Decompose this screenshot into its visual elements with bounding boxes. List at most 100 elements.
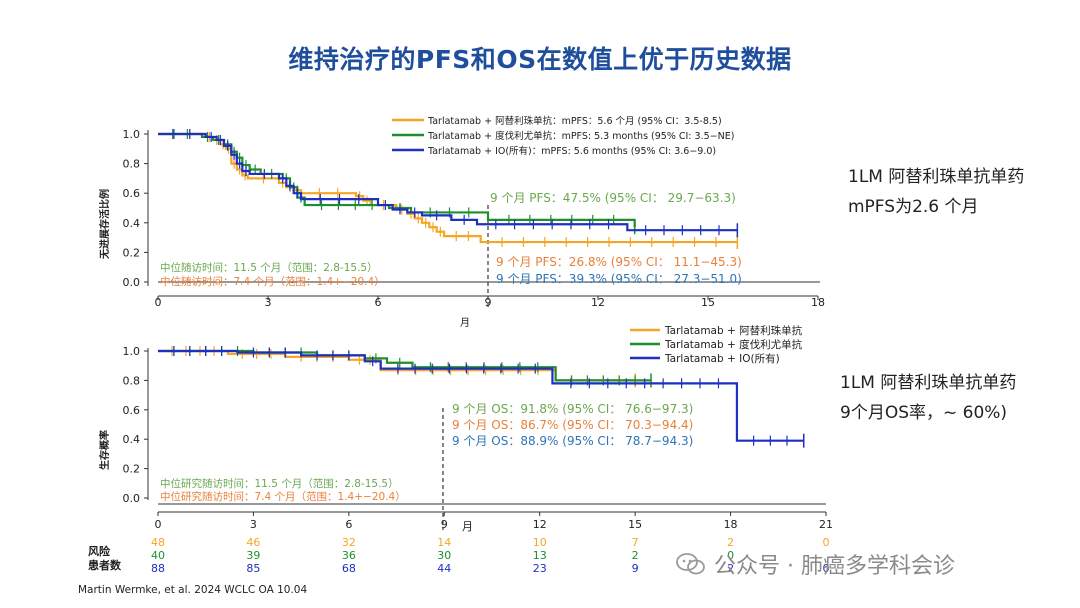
pfs-chart: 0 3 6 9 12 15 18 0.00.20.40.60.81.0 月 无进展存活比例 … (98, 115, 825, 329)
os-curves (158, 346, 805, 448)
os-chart: 0 3 6 9 12 15 18 21 0.0 0.2 0.4 0.6 0.8 1.0 月 生存概率 T… (98, 324, 833, 533)
note-pfs-line: 1LM 阿替利珠单抗单药 (848, 167, 1025, 187)
os-x-tick-label: 21 (819, 518, 833, 531)
pfs-x-tick-label: 12 (591, 296, 605, 309)
pfs-annotation-green: 9 个月 PFS：47.5% (95% CI： 29.7−63.3) (490, 191, 736, 205)
pfs-legend: Tarlatamab + 阿替利珠单抗：mPFS：5.6 个月 (95% CI：… (392, 115, 734, 157)
pfs-followup-green: 中位随访时间：11.5 个月（范围：2.8-15.5） (160, 261, 378, 274)
risk-cell: 13 (533, 549, 547, 562)
pfs-x-tick-label: 15 (701, 296, 715, 309)
os-x-tick-label: 9 (441, 518, 448, 531)
pfs-y-tick-label: 0.8 (123, 158, 141, 171)
pfs-y-tick-label: 0.0 (123, 276, 141, 289)
risk-cell: 44 (437, 562, 451, 575)
risk-cell: 0 (727, 549, 734, 562)
pfs-y-label: 无进展存活比例 (98, 189, 111, 260)
os-y-tick-label: 0.0 (123, 492, 141, 505)
os-y-tick-label: 0.2 (123, 463, 141, 476)
risk-cell: 2 (727, 562, 734, 575)
risk-cell: 32 (342, 536, 356, 549)
risk-cell: 7 (632, 536, 639, 549)
os-legend-item: Tarlatamab + 度伐利尤单抗 (664, 338, 803, 351)
note-pfs-line: mPFS为2.6 个月 (848, 197, 979, 217)
os-y-label: 生存概率 (98, 430, 111, 470)
page-title: 维持治疗的PFS和OS在数值上优于历史数据 (288, 45, 792, 74)
os-x-tick-label: 15 (628, 518, 642, 531)
risk-cell: 40 (151, 549, 165, 562)
risk-cell: 48 (151, 536, 165, 549)
pfs-legend-item: Tarlatamab + 度伐利尤单抗：mPFS: 5.3 months (95… (427, 130, 734, 142)
pfs-curves (158, 129, 739, 250)
os-x-ticks: 0 3 6 9 12 15 18 21 (155, 511, 833, 531)
risk-cell: 68 (342, 562, 356, 575)
os-x-label: 月 (462, 520, 473, 533)
os-y-ticks: 0.0 0.2 0.4 0.6 0.8 1.0 (123, 345, 148, 505)
pfs-annotation-blue: 9 个月 PFS：39.3% (95% CI： 27.3−51.0) (496, 272, 742, 286)
pfs-x-tick-label: 3 (265, 296, 272, 309)
os-followup-green: 中位研究随访时间：11.5 个月（范围：2.8-15.5） (160, 477, 399, 490)
os-y-tick-label: 0.4 (123, 433, 141, 446)
os-legend: Tarlatamab + 阿替利珠单抗 Tarlatamab + 度伐利尤单抗 … (630, 324, 803, 365)
os-y-tick-label: 0.6 (123, 404, 141, 417)
os-legend-item: Tarlatamab + IO(所有) (664, 352, 780, 365)
risk-cell: 2 (632, 549, 639, 562)
os-x-tick-label: 6 (345, 518, 352, 531)
os-axes (147, 348, 826, 505)
risk-cell: 85 (246, 562, 260, 575)
risk-label-1: 风险 (88, 545, 110, 558)
os-y-tick-label: 0.8 (123, 374, 141, 387)
pfs-x-tick-label: 0 (155, 296, 162, 309)
pfs-x-tick-label: 9 (485, 296, 492, 309)
os-followup-orange: 中位研究随访时间：7.4 个月（范围：1.4+−20.4） (160, 490, 406, 503)
pfs-y-tick-label: 0.6 (123, 187, 141, 200)
note-os-line: 9个月OS率，~ 60%) (840, 403, 1008, 423)
os-curve-green (158, 349, 652, 382)
os-x-tick-label: 3 (250, 518, 257, 531)
risk-cell: 10 (533, 536, 547, 549)
os-annotation-green: 9 个月 OS：91.8% (95% CI： 76.6−97.3) (452, 402, 693, 416)
os-x-tick-label: 18 (724, 518, 738, 531)
risk-cell: 2 (727, 536, 734, 549)
risk-cell: 46 (246, 536, 260, 549)
risk-cell: 23 (533, 562, 547, 575)
note-os: 1LM 阿替利珠单抗单药 9个月OS率，~ 60%) (840, 368, 1016, 428)
pfs-legend-item: Tarlatamab + IO(所有)：mPFS: 5.6 months (95… (427, 145, 716, 157)
pfs-y-tick-label: 0.4 (123, 217, 141, 230)
os-y-tick-label: 1.0 (123, 345, 141, 358)
note-os-line: 1LM 阿替利珠单抗单药 (840, 373, 1017, 393)
pfs-y-tick-label: 1.0 (123, 128, 141, 141)
pfs-axes (147, 130, 820, 286)
risk-cell: 14 (437, 536, 451, 549)
pfs-legend-item: Tarlatamab + 阿替利珠单抗：mPFS：5.6 个月 (95% CI：… (427, 115, 722, 127)
os-annotation-orange: 9 个月 OS：86.7% (95% CI： 70.3−94.4) (452, 418, 693, 432)
risk-label-2: 患者数 (88, 559, 121, 572)
os-x-tick-label: 0 (155, 518, 162, 531)
risk-cell: 0 (823, 536, 830, 549)
pfs-y-tick-label: 0.2 (123, 246, 141, 259)
os-annotation-blue: 9 个月 OS：88.9% (95% CI： 78.7−94.3) (452, 434, 693, 448)
os-x-tick-label: 12 (533, 518, 547, 531)
risk-cell: 39 (246, 549, 260, 562)
risk-table: 48 46 32 14 10 7 2 040 39 36 30 13 2 088 85 68 44 23 9 2 0 (151, 536, 830, 575)
pfs-followup-orange: 中位随访时间：7.4 个月（范围：1.4+−20.4） (160, 275, 385, 288)
pfs-x-tick-label: 18 (811, 296, 825, 309)
pfs-y-ticks: 0.0 0.2 0.4 0.6 0.8 1.0 (123, 128, 148, 289)
risk-cell: 88 (151, 562, 165, 575)
pfs-x-tick-label: 6 (375, 296, 382, 309)
wechat-icon (676, 553, 705, 575)
risk-cell: 30 (437, 549, 451, 562)
os-curve-orange (158, 349, 636, 382)
risk-cell: 36 (342, 549, 356, 562)
citation: Martin Wermke, et al. 2024 WCLC OA 10.04 (78, 584, 308, 596)
pfs-annotation-orange: 9 个月 PFS：26.8% (95% CI： 11.1−45.3) (496, 255, 742, 269)
note-pfs: 1LM 阿替利珠单抗单药 mPFS为2.6 个月 (848, 162, 1024, 222)
pfs-curve-orange (158, 132, 738, 244)
watermark-text: 公众号 · 肺癌多学科会诊 (714, 554, 955, 579)
risk-cell: 0 (823, 562, 830, 575)
os-legend-item: Tarlatamab + 阿替利珠单抗 (664, 324, 803, 337)
pfs-x-ticks: 0 3 6 9 12 15 18 (155, 295, 825, 309)
pfs-x-label: 月 (460, 317, 470, 329)
risk-cell: 9 (632, 562, 639, 575)
